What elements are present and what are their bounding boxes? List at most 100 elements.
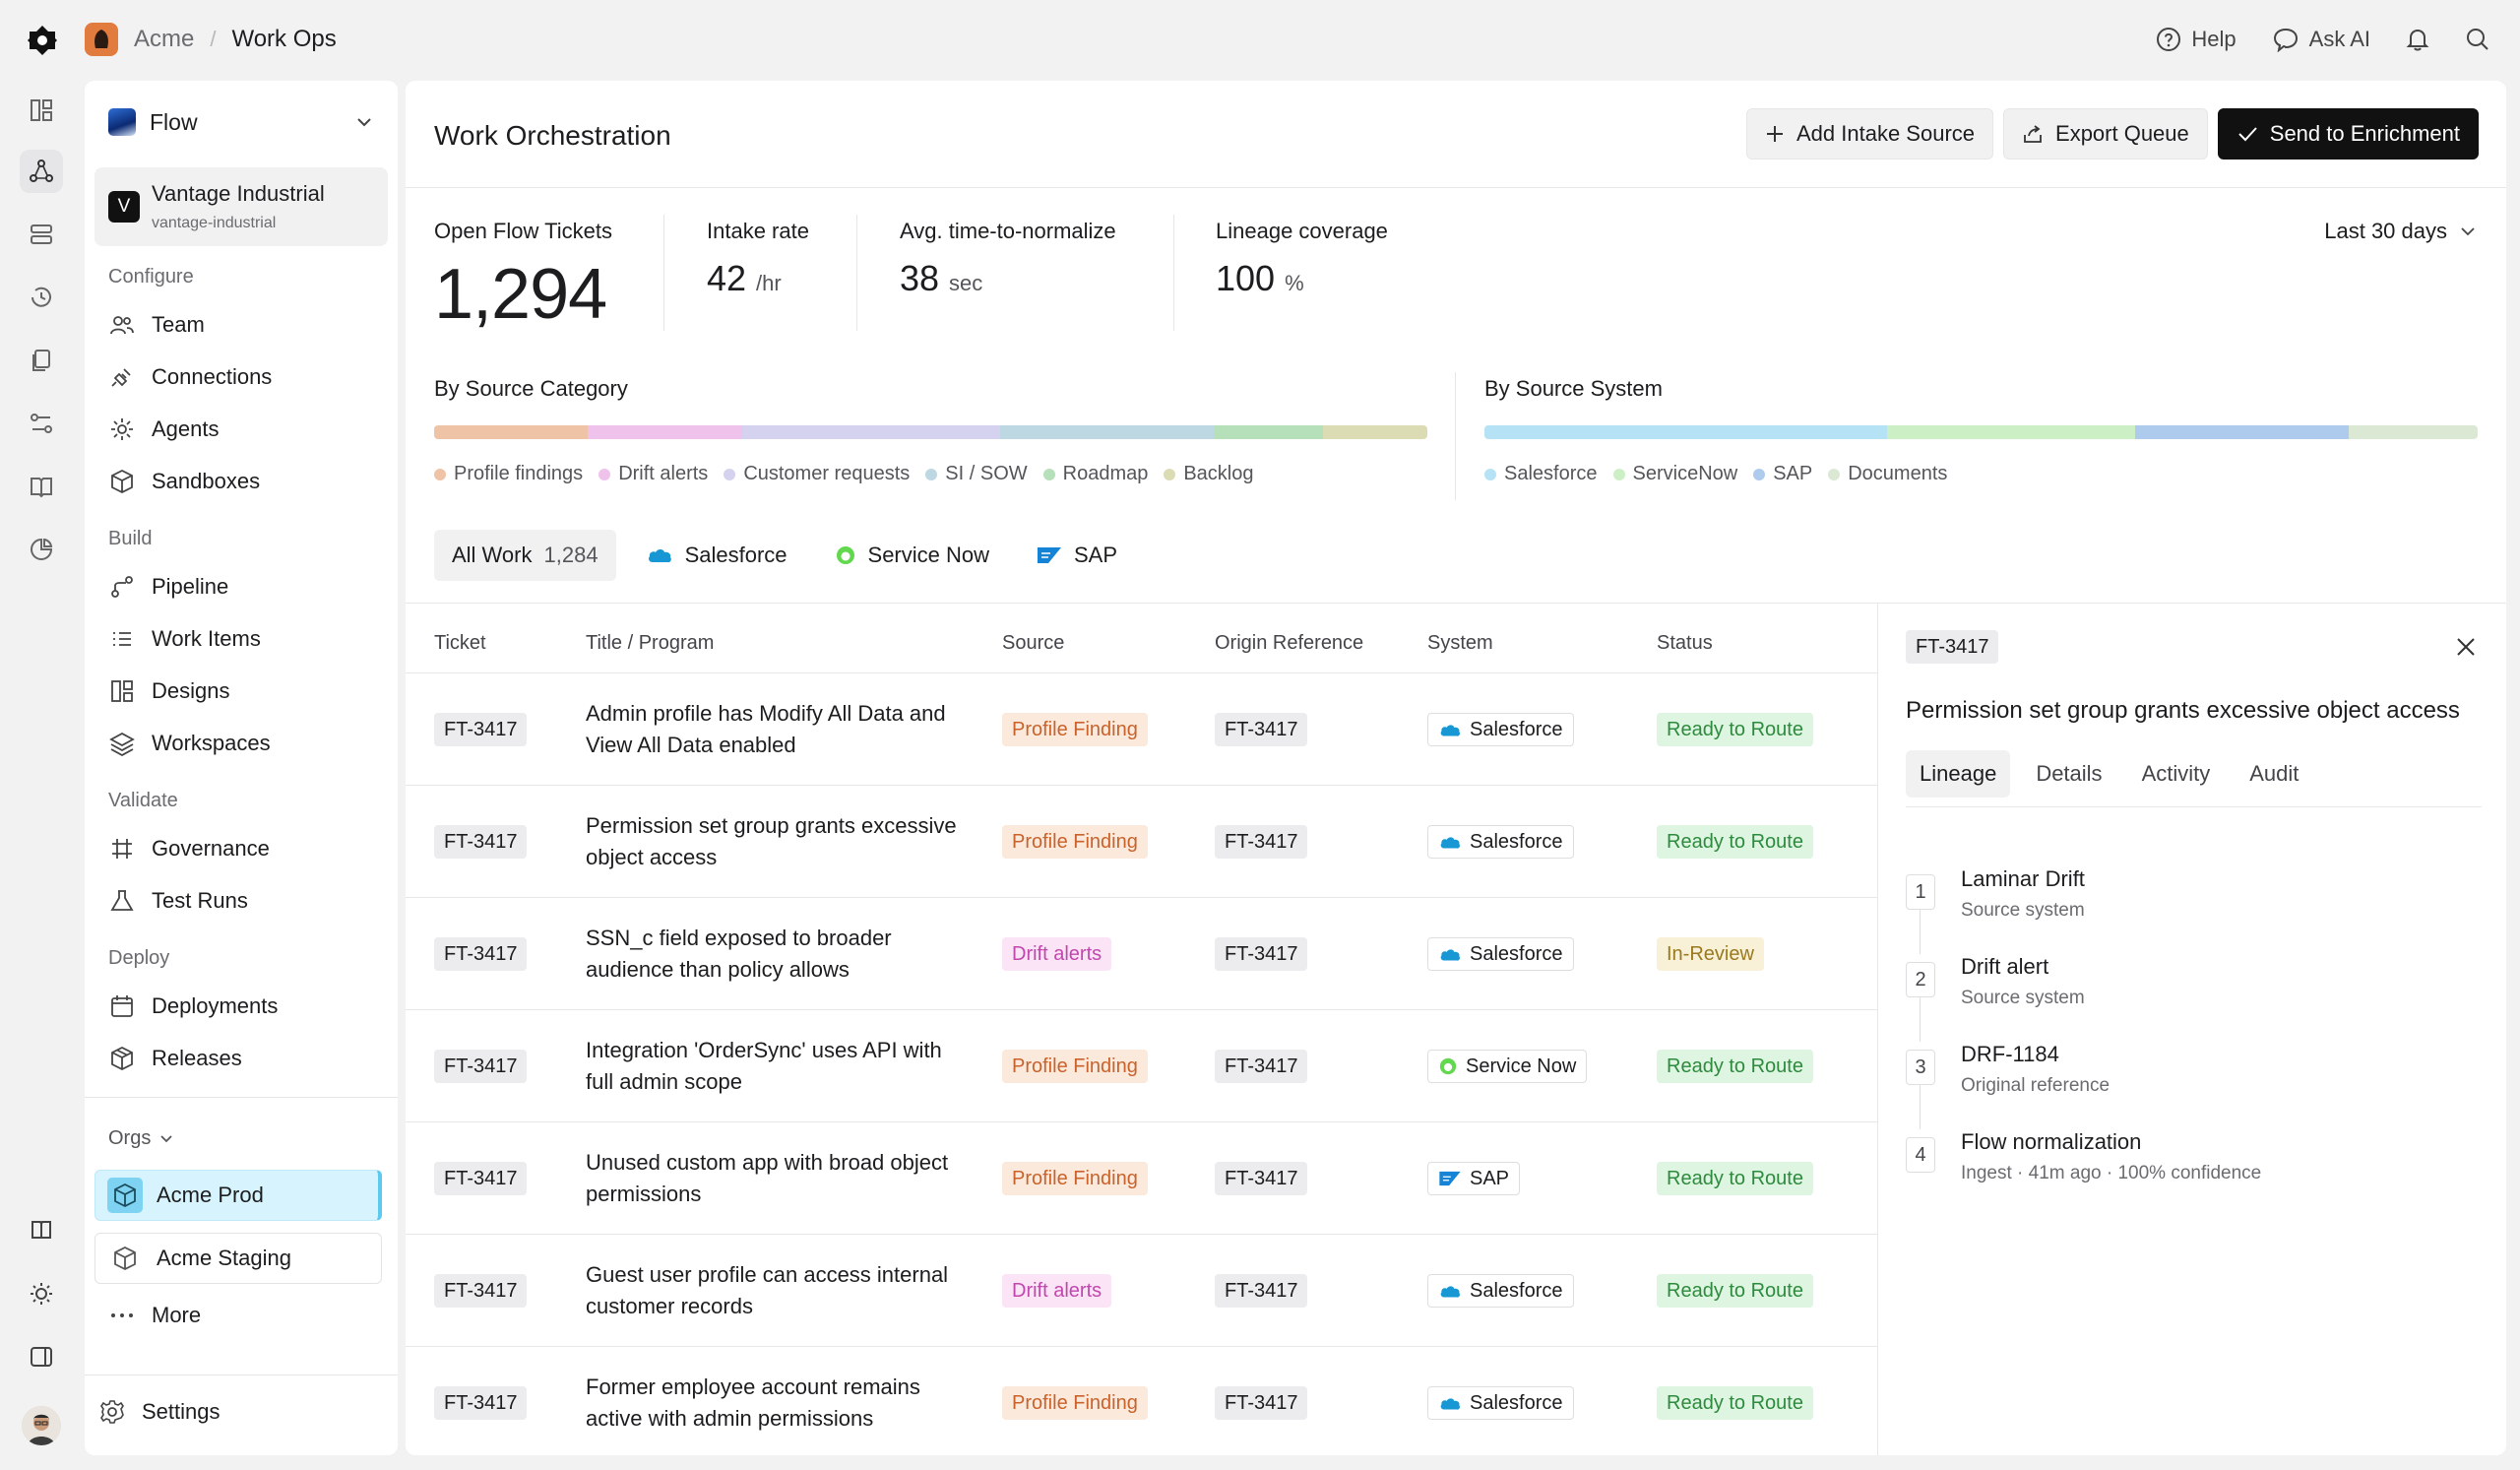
column-ticket[interactable]: Ticket (434, 632, 486, 654)
column-origin-reference[interactable]: Origin Reference (1215, 632, 1364, 654)
ticket-title[interactable]: Admin profile has Modify All Data and Vi… (586, 701, 946, 757)
sidebar-item-deployments[interactable]: Deployments (108, 989, 278, 1024)
rail-panel-toggle-icon[interactable] (20, 1335, 63, 1378)
system-badge: Salesforce (1427, 937, 1574, 971)
table-row[interactable]: FT-3417 Former employee account remains a… (406, 1346, 1877, 1455)
detail-tab-activity[interactable]: Activity (2141, 761, 2211, 786)
sidebar-item-work-items[interactable]: Work Items (108, 621, 261, 657)
lineage-step[interactable]: 2 Drift alert Source system (1906, 954, 2477, 1023)
rail-docs-icon[interactable] (20, 1209, 63, 1252)
export-queue-button[interactable]: Export Queue (2003, 108, 2208, 160)
user-avatar[interactable] (22, 1406, 61, 1445)
ticket-title[interactable]: Unused custom app with broad object perm… (586, 1150, 949, 1206)
org-acme-prod[interactable]: Acme Prod (94, 1170, 382, 1221)
tab-service-now[interactable]: Service Now (817, 530, 1007, 581)
rail-analytics-icon[interactable] (20, 528, 63, 571)
table-row[interactable]: FT-3417 Admin profile has Modify All Data… (406, 672, 1877, 785)
table-row[interactable]: FT-3417 Integration 'OrderSync' uses API … (406, 1009, 1877, 1121)
tab-label: Salesforce (684, 543, 788, 567)
rail-book-icon[interactable] (20, 465, 63, 508)
ticket-id[interactable]: FT-3417 (434, 1050, 528, 1083)
lineage-step[interactable]: 4 Flow normalization Ingest · 41m ago · 10… (1906, 1129, 2477, 1198)
rail-copy-icon[interactable] (20, 339, 63, 382)
tab-all-work[interactable]: All Work 1,284 (434, 530, 616, 581)
origin-reference[interactable]: FT-3417 (1215, 937, 1308, 971)
ticket-id[interactable]: FT-3417 (434, 713, 528, 746)
tab-salesforce[interactable]: Salesforce (628, 530, 805, 581)
table-row[interactable]: FT-3417 Permission set group grants exces… (406, 785, 1877, 897)
sidebar-item-releases[interactable]: Releases (108, 1041, 242, 1076)
origin-reference[interactable]: FT-3417 (1215, 1386, 1308, 1420)
app-logo-icon[interactable] (26, 24, 59, 57)
send-to-enrichment-button[interactable]: Send to Enrichment (2217, 108, 2479, 160)
tab-sap[interactable]: SAP (1019, 530, 1135, 581)
by-category-bar (434, 425, 1427, 439)
ticket-title[interactable]: Former employee account remains active w… (586, 1374, 920, 1431)
origin-reference[interactable]: FT-3417 (1215, 825, 1308, 859)
sidebar-item-label: Connections (152, 364, 273, 389)
bar-segment (1484, 425, 1887, 439)
org-acme-staging[interactable]: Acme Staging (94, 1233, 382, 1284)
detail-tab-lineage[interactable]: Lineage (1906, 750, 2011, 798)
origin-reference[interactable]: FT-3417 (1215, 1162, 1308, 1195)
breadcrumb-org[interactable]: Acme (134, 26, 195, 52)
sidebar-item-designs[interactable]: Designs (108, 673, 229, 709)
ticket-id[interactable]: FT-3417 (434, 937, 528, 971)
orgs-toggle[interactable]: Orgs (108, 1120, 174, 1156)
ticket-title[interactable]: Integration 'OrderSync' uses API with fu… (586, 1038, 942, 1094)
org-switcher[interactable]: V Vantage Industrial vantage-industrial (94, 167, 388, 246)
sidebar-item-agents[interactable]: Agents (108, 412, 220, 447)
sidebar-item-team[interactable]: Team (108, 307, 205, 343)
lineage-step[interactable]: 3 DRF-1184 Original reference (1906, 1042, 2477, 1111)
lineage-step[interactable]: 1 Laminar Drift Source system (1906, 866, 2477, 935)
sidebar-item-settings[interactable]: Settings (98, 1394, 220, 1430)
sidebar-item-more[interactable]: More (108, 1298, 201, 1333)
breadcrumb-page[interactable]: Work Ops (231, 26, 337, 52)
sidebar-item-governance[interactable]: Governance (108, 831, 270, 866)
date-range-select[interactable]: Last 30 days (2324, 219, 2477, 244)
origin-reference[interactable]: FT-3417 (1215, 1050, 1308, 1083)
sidebar-item-pipeline[interactable]: Pipeline (108, 569, 228, 605)
ticket-id[interactable]: FT-3417 (434, 825, 528, 859)
help-button[interactable]: Help (2156, 27, 2236, 52)
table-row[interactable]: FT-3417 SSN_c field exposed to broader au… (406, 897, 1877, 1009)
rail-integrations-icon[interactable] (20, 402, 63, 445)
ticket-id[interactable]: FT-3417 (434, 1386, 528, 1420)
add-intake-source-button[interactable]: Add Intake Source (1746, 108, 1994, 160)
sidebar-divider (85, 1097, 398, 1098)
ticket-id[interactable]: FT-3417 (434, 1162, 528, 1195)
detail-tab-audit[interactable]: Audit (2249, 761, 2300, 786)
ticket-title[interactable]: Permission set group grants excessive ob… (586, 813, 957, 869)
legend-dot (1753, 468, 1766, 480)
sidebar-item-connections[interactable]: Connections (108, 359, 272, 395)
column-title[interactable]: Title / Program (586, 632, 715, 654)
org-logo-icon[interactable] (85, 23, 118, 56)
sidebar-item-workspaces[interactable]: Workspaces (108, 726, 271, 761)
origin-reference[interactable]: FT-3417 (1215, 1274, 1308, 1308)
ticket-id[interactable]: FT-3417 (434, 1274, 528, 1308)
detail-tab-details[interactable]: Details (2036, 761, 2103, 786)
notifications-button[interactable] (2406, 27, 2429, 52)
column-source[interactable]: Source (1002, 632, 1065, 654)
sidebar-item-test-runs[interactable]: Test Runs (108, 883, 248, 919)
legend-item: Drift alerts (598, 463, 708, 485)
flow-selector[interactable]: Flow (108, 102, 374, 142)
close-panel-button[interactable] (2455, 636, 2477, 658)
status-badge: Ready to Route (1657, 1386, 1813, 1420)
rail-theme-icon[interactable] (20, 1272, 63, 1315)
legend-label: Roadmap (1062, 463, 1149, 484)
column-status[interactable]: Status (1657, 632, 1713, 654)
origin-reference[interactable]: FT-3417 (1215, 713, 1308, 746)
table-row[interactable]: FT-3417 Guest user profile can access int… (406, 1234, 1877, 1346)
table-row[interactable]: FT-3417 Unused custom app with broad obje… (406, 1121, 1877, 1234)
rail-workflow-icon[interactable] (20, 150, 63, 193)
rail-server-icon[interactable] (20, 213, 63, 256)
ticket-title[interactable]: Guest user profile can access internal c… (586, 1262, 949, 1318)
search-button[interactable] (2465, 27, 2490, 52)
rail-history-icon[interactable] (20, 276, 63, 319)
column-system[interactable]: System (1427, 632, 1493, 654)
ticket-title[interactable]: SSN_c field exposed to broader audience … (586, 926, 892, 982)
rail-dashboard-icon[interactable] (20, 89, 63, 132)
sidebar-item-sandboxes[interactable]: Sandboxes (108, 464, 260, 499)
ask-ai-button[interactable]: Ask AI (2272, 27, 2370, 52)
